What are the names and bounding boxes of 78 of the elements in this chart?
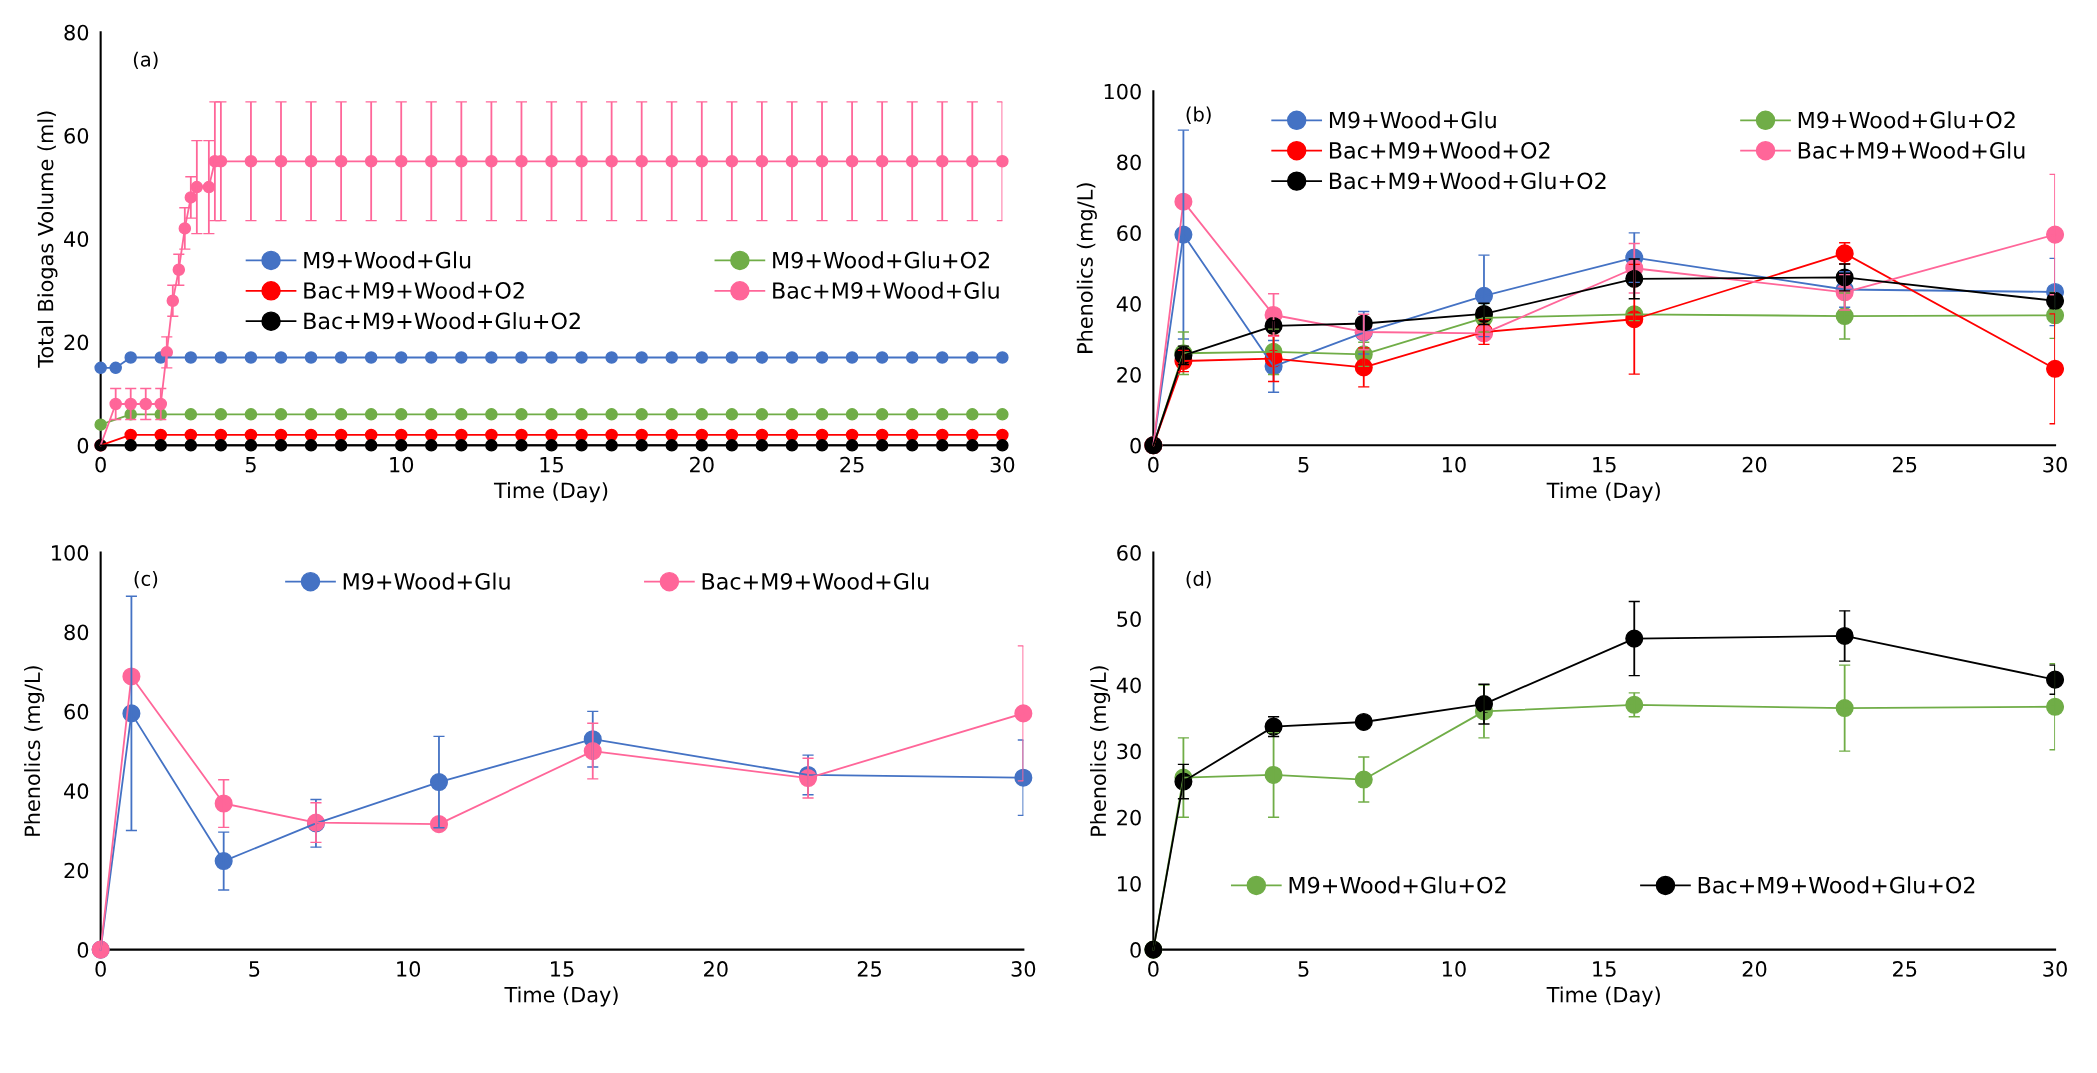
y-tick-label: 0 <box>1130 437 1141 454</box>
x-tick-label: 25 <box>840 456 864 473</box>
legend-label: M9+Wood+Glu+O2 <box>773 251 990 269</box>
y-tick-label: 60 <box>1117 225 1141 242</box>
x-tick-label: 20 <box>704 961 728 977</box>
x-tick-label: 5 <box>1298 457 1309 473</box>
y-tick-label: 60 <box>64 127 89 144</box>
legend-label: M9+Wood+Glu <box>343 572 510 590</box>
x-tick-label: 30 <box>2043 961 2067 977</box>
x-tick-label: 25 <box>857 961 881 977</box>
x-tick-label: 15 <box>551 961 574 977</box>
x-tick-label: 5 <box>249 961 260 977</box>
y-tick-label: 0 <box>1130 942 1141 958</box>
annotation: (b) <box>1186 106 1211 124</box>
y-tick-label: 50 <box>1117 611 1141 627</box>
y-tick-label: 20 <box>1117 366 1141 383</box>
annotation: (a) <box>133 51 158 70</box>
x-tick-label: 20 <box>1742 456 1767 473</box>
y-tick-label: 80 <box>64 624 89 641</box>
y-tick-label: 60 <box>64 703 89 720</box>
y-axis-title: Total Biogas Volume (ml) <box>37 111 58 368</box>
y-tick-label: 60 <box>1117 545 1141 561</box>
y-tick-label: 10 <box>1118 875 1141 892</box>
x-tick-label: 15 <box>1593 457 1616 473</box>
x-tick-label: 0 <box>95 961 106 977</box>
legend-label: Bac+M9+Wood+Glu+O2 <box>304 312 580 330</box>
y-tick-label: 40 <box>64 231 89 247</box>
y-tick-label: 20 <box>1117 809 1141 826</box>
x-tick-label: 20 <box>1742 961 1767 977</box>
y-tick-label: 40 <box>64 783 89 800</box>
legend-label: Bac+M9+Wood+Glu+O2 <box>1698 876 1975 894</box>
y-axis-title: Phenolics (mg/L) <box>1076 183 1097 353</box>
y-tick-label: 40 <box>1116 296 1141 312</box>
y-tick-label: 40 <box>1116 677 1141 694</box>
x-tick-label: 30 <box>990 456 1015 473</box>
x-tick-label: 25 <box>1893 456 1917 473</box>
x-tick-label: 30 <box>1011 961 1036 977</box>
legend-label: Bac+M9+Wood+Glu <box>1798 141 2025 159</box>
legend-label: Bac+M9+Wood+O2 <box>304 281 524 299</box>
legend-label: M9+Wood+Glu <box>1329 111 1496 129</box>
y-tick-label: 20 <box>64 334 89 351</box>
y-tick-label: 100 <box>1104 83 1141 100</box>
x-tick-label: 15 <box>540 457 563 473</box>
x-tick-label: 5 <box>245 457 256 473</box>
y-tick-label: 80 <box>64 24 89 41</box>
y-tick-label: 100 <box>52 545 89 561</box>
x-tick-label: 15 <box>1593 961 1616 977</box>
legend-label: Bac+M9+Wood+Glu+O2 <box>1329 172 1606 190</box>
y-axis-title: Phenolics (mg/L) <box>1090 666 1111 836</box>
x-tick-label: 30 <box>2043 456 2067 473</box>
y-tick-label: 20 <box>64 862 89 879</box>
x-tick-label: 25 <box>1893 961 1917 977</box>
legend-label: Bac+M9+Wood+O2 <box>1329 141 1550 159</box>
y-axis-title: Phenolics (mg/L) <box>24 666 45 836</box>
x-tick-label: 0 <box>95 456 106 473</box>
x-axis-title: Time (Day) <box>504 986 618 1007</box>
legend-label: M9+Wood+Glu+O2 <box>1289 876 1506 894</box>
legend-label: Bac+M9+Wood+Glu <box>702 572 929 590</box>
y-tick-label: 80 <box>1117 154 1141 171</box>
y-tick-label: 0 <box>77 942 89 958</box>
y-tick-label: 0 <box>77 437 89 454</box>
x-axis-title: Time (Day) <box>493 482 608 503</box>
annotation: (c) <box>134 571 158 589</box>
x-tick-label: 20 <box>690 456 714 473</box>
annotation: (d) <box>1186 570 1211 589</box>
x-tick-label: 10 <box>1442 961 1466 977</box>
x-tick-label: 10 <box>390 456 414 473</box>
x-tick-label: 10 <box>397 961 421 977</box>
legend-label: M9+Wood+Glu <box>304 251 471 269</box>
y-tick-label: 30 <box>1117 743 1141 760</box>
x-tick-label: 10 <box>1442 456 1466 473</box>
x-axis-title: Time (Day) <box>1546 986 1660 1007</box>
legend-label: M9+Wood+Glu+O2 <box>1798 111 2015 129</box>
x-tick-label: 5 <box>1298 961 1309 977</box>
x-tick-label: 0 <box>1148 456 1159 473</box>
x-tick-label: 0 <box>1148 961 1159 977</box>
legend-label: Bac+M9+Wood+Glu <box>773 281 999 299</box>
x-axis-title: Time (Day) <box>1546 482 1660 503</box>
